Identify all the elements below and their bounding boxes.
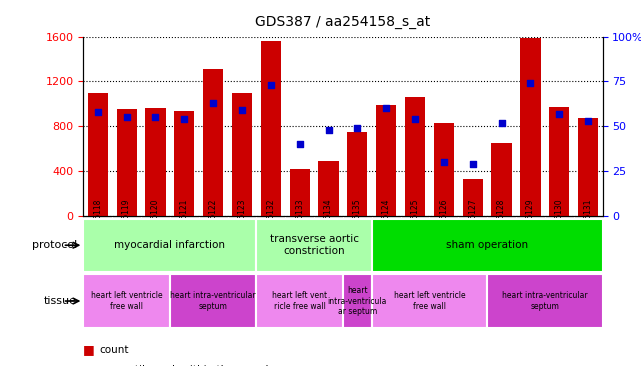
Bar [83, 274, 170, 328]
Point [438, 159, 449, 165]
Text: GSM6118: GSM6118 [93, 199, 103, 235]
Text: ■: ■ [83, 343, 95, 356]
Bar [463, 179, 483, 216]
Point [92, 109, 103, 115]
Bar [170, 274, 256, 328]
Point [323, 127, 333, 133]
Bar [83, 219, 256, 272]
Text: heart
intra-ventricula
ar septum: heart intra-ventricula ar septum [328, 286, 387, 316]
Text: GSM6127: GSM6127 [468, 199, 478, 235]
Point [526, 80, 536, 86]
Bar [261, 41, 281, 216]
Point [496, 120, 506, 126]
Bar [578, 119, 598, 216]
Text: heart left vent
ricle free wall: heart left vent ricle free wall [272, 291, 327, 311]
Text: GSM6132: GSM6132 [266, 199, 276, 235]
Point [583, 118, 593, 124]
Bar [256, 219, 372, 272]
Text: GDS387 / aa254158_s_at: GDS387 / aa254158_s_at [255, 15, 431, 29]
Text: GSM6129: GSM6129 [526, 199, 535, 235]
Text: GSM6131: GSM6131 [583, 199, 593, 235]
Bar [88, 93, 108, 216]
Text: GSM6125: GSM6125 [410, 199, 420, 235]
Bar [492, 143, 512, 216]
Bar [549, 107, 569, 216]
Text: heart left ventricle
free wall: heart left ventricle free wall [91, 291, 162, 311]
Bar [376, 105, 396, 216]
Text: ■: ■ [83, 363, 95, 366]
Text: protocol: protocol [31, 240, 77, 250]
Bar [372, 274, 487, 328]
Bar [372, 219, 603, 272]
Text: transverse aortic
constriction: transverse aortic constriction [270, 234, 358, 256]
Text: GSM6124: GSM6124 [381, 199, 391, 235]
Bar [256, 274, 343, 328]
Bar [203, 69, 223, 216]
Text: GSM6135: GSM6135 [353, 198, 362, 235]
Bar [319, 161, 338, 216]
Text: GSM6128: GSM6128 [497, 199, 506, 235]
Bar [117, 109, 137, 216]
Bar [343, 274, 372, 328]
Text: GSM6134: GSM6134 [324, 198, 333, 235]
Text: GSM6133: GSM6133 [295, 198, 304, 235]
Bar [232, 93, 252, 216]
Text: count: count [99, 344, 129, 355]
Text: GSM6122: GSM6122 [208, 199, 218, 235]
Point [554, 111, 564, 117]
Point [237, 107, 247, 113]
Point [467, 161, 478, 167]
Text: GSM6123: GSM6123 [237, 199, 247, 235]
Bar [174, 111, 194, 216]
Point [353, 125, 363, 131]
Point [179, 116, 190, 122]
Text: sham operation: sham operation [446, 240, 528, 250]
Point [381, 105, 391, 111]
Bar [290, 169, 310, 216]
Text: heart intra-ventricular
septum: heart intra-ventricular septum [502, 291, 588, 311]
Point [208, 100, 218, 106]
Point [294, 141, 305, 147]
Bar [347, 132, 367, 216]
Text: heart intra-ventricular
septum: heart intra-ventricular septum [171, 291, 256, 311]
Text: tissue: tissue [44, 296, 77, 306]
Text: GSM6121: GSM6121 [179, 199, 189, 235]
Text: myocardial infarction: myocardial infarction [114, 240, 226, 250]
Bar [520, 38, 540, 216]
Point [150, 114, 160, 120]
Bar [434, 123, 454, 216]
Text: GSM6126: GSM6126 [439, 199, 449, 235]
Text: GSM6120: GSM6120 [151, 199, 160, 235]
Text: GSM6119: GSM6119 [122, 199, 131, 235]
Text: GSM6130: GSM6130 [554, 198, 564, 235]
Point [410, 116, 420, 122]
Point [122, 114, 132, 120]
Text: heart left ventricle
free wall: heart left ventricle free wall [394, 291, 465, 311]
Text: percentile rank within the sample: percentile rank within the sample [99, 365, 275, 366]
Point [265, 82, 276, 88]
Bar [487, 274, 603, 328]
Bar [146, 108, 165, 216]
Bar [405, 97, 425, 216]
